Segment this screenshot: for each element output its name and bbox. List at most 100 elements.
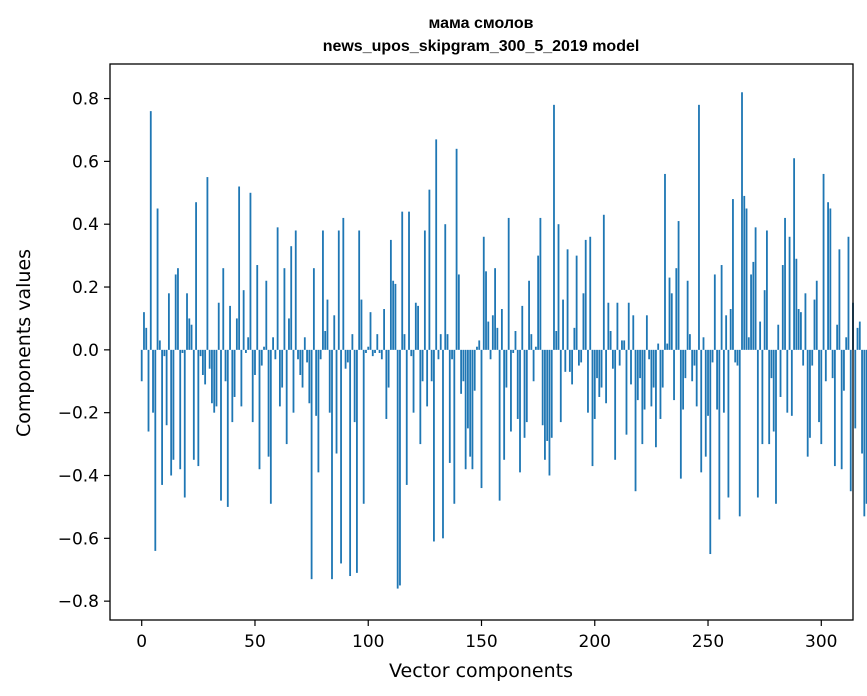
bar [578,349,580,366]
y-axis-label: Components values [13,249,35,437]
bar [682,349,685,410]
bar [702,337,705,350]
bar [147,349,150,432]
bar [276,227,279,350]
bar [566,249,569,350]
bar [766,230,768,350]
bar [799,312,802,350]
bar [516,349,519,419]
bar [317,349,320,473]
bar [158,340,161,350]
bar [609,331,612,350]
bar [170,349,173,476]
bar [192,349,195,460]
bar [781,265,784,350]
x-tick-label: 200 [579,632,611,652]
bar [274,349,277,360]
bar [616,302,619,350]
bar [734,349,737,363]
bar [213,349,216,413]
bar [163,349,166,357]
bar [430,349,433,382]
bar [756,349,759,498]
bar [591,349,594,467]
bar [414,302,417,350]
bar [519,349,521,473]
x-tick-label: 300 [805,632,837,652]
bar [258,349,261,470]
y-tick-label: −0.2 [58,404,99,424]
bar [186,293,188,350]
bar [500,309,503,350]
bar [245,349,247,353]
bar [770,349,773,379]
bar [238,186,241,350]
x-tick-label: 250 [692,632,724,652]
bar [177,268,179,350]
bar [827,202,829,350]
bar [659,349,662,419]
bar [813,299,816,350]
bar [843,349,845,391]
bar [698,104,700,350]
bar [607,302,610,350]
bar [494,268,496,350]
bar [197,349,200,467]
bar [335,349,338,454]
bar [346,349,349,363]
bar [351,334,354,350]
bar [172,349,175,460]
bar [532,349,535,382]
bar [775,349,777,504]
bar [655,349,657,448]
bar [263,346,265,350]
bar [673,349,675,401]
bar [512,349,515,353]
bar [161,349,163,485]
bar [559,349,562,423]
y-tick-label: 0.2 [72,278,99,298]
y-tick-label: −0.8 [58,592,99,612]
bar [804,293,807,350]
bar [312,268,315,350]
bar [738,349,741,517]
bar [242,290,245,350]
bar [584,239,587,350]
bar [342,217,345,350]
bar [763,290,766,350]
x-axis-label: Vector components [389,660,573,682]
bar [795,258,798,350]
bar [790,349,793,416]
bar [725,315,728,350]
bar [215,349,218,407]
bar [630,349,632,385]
bar [815,280,818,350]
bar [632,315,635,350]
bar [711,349,714,363]
bar [217,302,220,350]
bar [480,349,483,489]
bar [376,334,379,350]
bar [587,349,589,413]
y-axis-ticks: −0.8 −0.6 −0.4 −0.2 0.0 0.2 0.4 0.6 0.8 [58,90,110,612]
bar [249,192,252,350]
bar [426,349,429,407]
bar [387,349,390,388]
bar [528,280,530,350]
bar [575,255,578,350]
bar [829,208,832,350]
bar [240,349,243,407]
bar [611,349,614,369]
bar [849,349,852,492]
bar [621,340,623,350]
bar [324,331,327,350]
bar [385,349,388,419]
bar [460,349,463,394]
bar [301,349,304,388]
bar [555,331,558,350]
bar [469,349,472,457]
bar [156,208,159,350]
bar [634,349,637,492]
bar [562,299,564,350]
bar [294,230,297,350]
